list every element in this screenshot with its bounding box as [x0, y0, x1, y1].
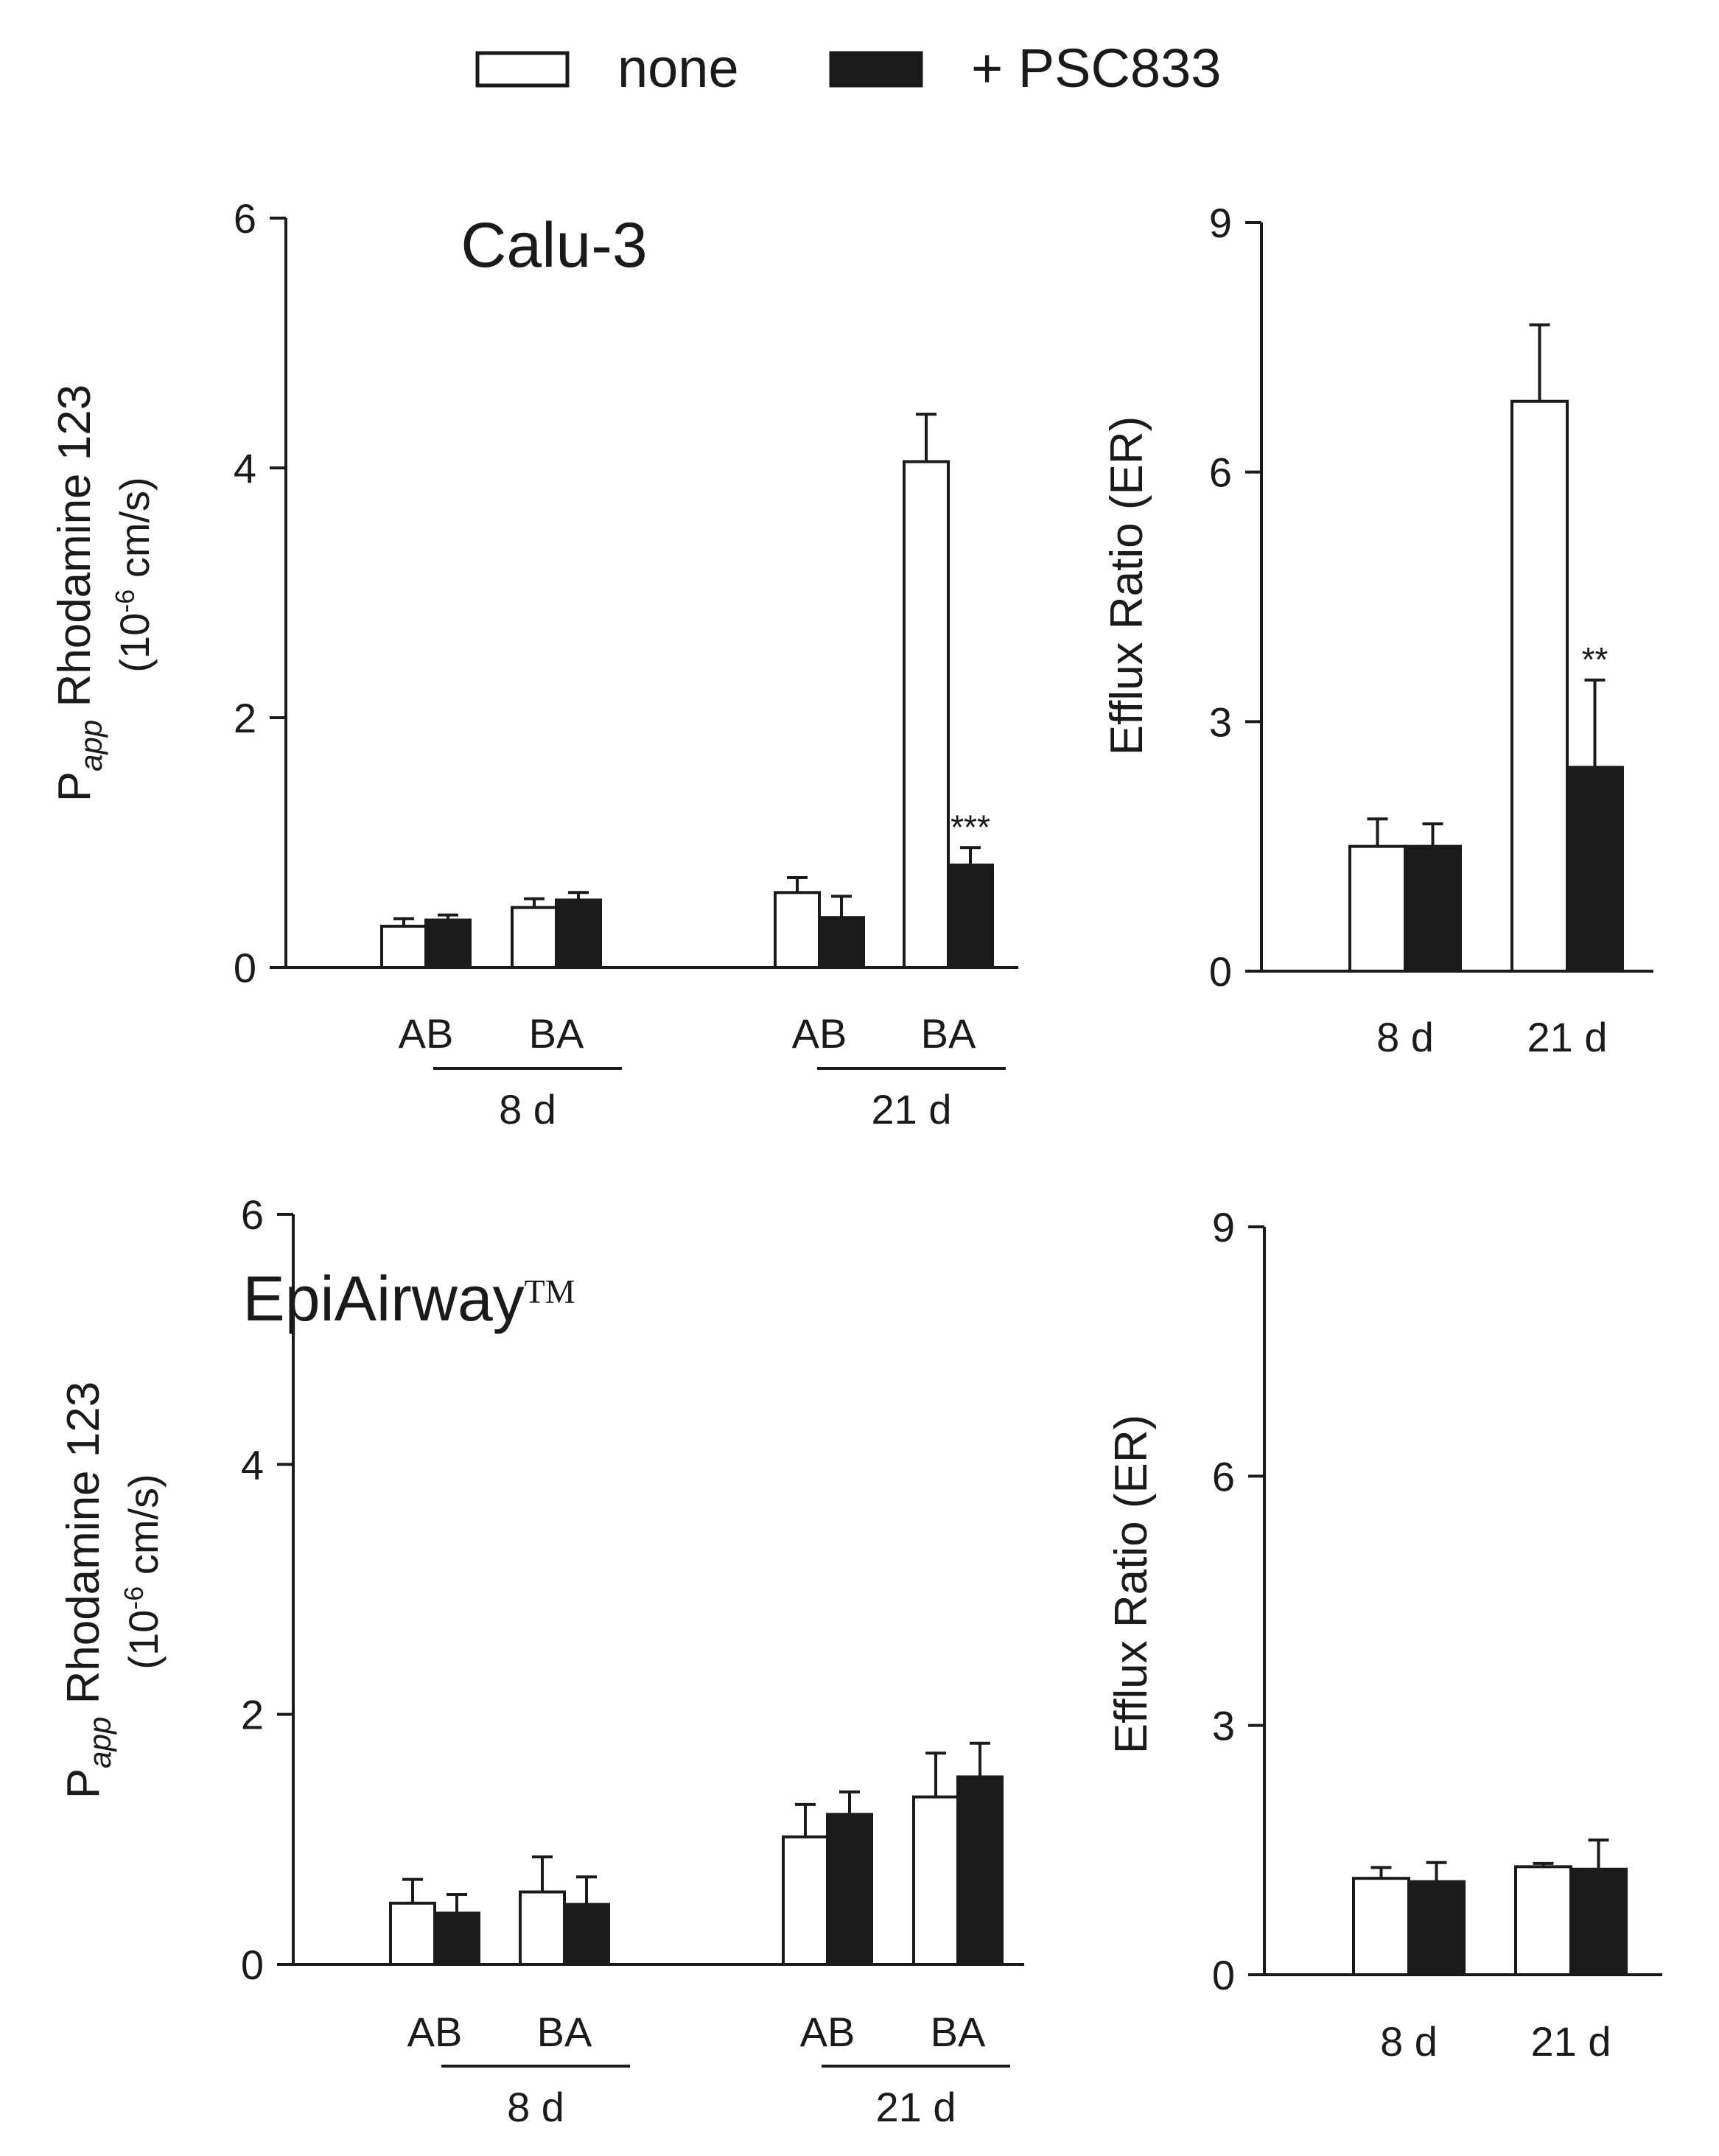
- y-tick-label: 2: [234, 695, 256, 741]
- y-axis-label-main: P: [49, 771, 100, 802]
- y-tick-label: 6: [234, 195, 256, 242]
- significance-marker: **: [1582, 640, 1608, 679]
- y-axis-label: Efflux Ratio (ER): [1102, 416, 1152, 756]
- y-axis-unit: (10-6 cm/s): [110, 477, 158, 672]
- bar-psc833: [555, 898, 602, 969]
- x-group-label: 21 d: [872, 1086, 952, 1133]
- y-tick-label: 0: [1212, 1952, 1235, 1998]
- y-axis-unit: (10-6 cm/s): [119, 1474, 167, 1669]
- panel-title: Calu-3: [461, 210, 647, 281]
- bar-none: [1352, 1877, 1410, 1976]
- legend: none + PSC833: [475, 38, 1221, 99]
- bar-psc833: [947, 864, 994, 970]
- panel-epiairway-efflux-ratio: 0 3 6 9 8 d 21 d Efflux Ratio (ER): [1106, 1204, 1662, 2065]
- x-category-label: 8 d: [1380, 2018, 1438, 2065]
- significance-marker: ***: [950, 808, 990, 846]
- y-tick-label: 0: [241, 1942, 264, 1988]
- x-category-label: AB: [800, 2009, 855, 2055]
- y-axis-unit-pre: (10: [120, 1610, 167, 1670]
- y-tick-label: 0: [234, 945, 256, 991]
- bar-none: [912, 1795, 959, 1967]
- legend-swatch-none: [475, 51, 570, 88]
- bar-psc833: [424, 918, 472, 969]
- x-group-label: 8 d: [499, 1086, 556, 1133]
- y-tick-label: 6: [1212, 1453, 1235, 1499]
- y-axis-unit-exponent: -6: [110, 589, 140, 613]
- y-tick-label: 3: [1209, 699, 1232, 745]
- legend-swatch-psc833: [829, 51, 923, 88]
- y-tick-label: 0: [1209, 948, 1232, 995]
- bar-none: [389, 1901, 436, 1966]
- bar-none: [1348, 844, 1407, 973]
- x-category-label: BA: [921, 1010, 976, 1057]
- legend-label-psc833: + PSC833: [971, 38, 1221, 99]
- y-tick-label: 3: [1212, 1703, 1235, 1749]
- y-tick-label: 6: [1209, 449, 1232, 496]
- y-tick-label: 2: [241, 1692, 264, 1738]
- bar-psc833: [433, 1911, 480, 1967]
- x-category-label: BA: [537, 2009, 592, 2055]
- bar-none: [380, 925, 427, 969]
- panel-calu3-efflux-ratio: 0 3 6 9 8 d 21 d ** Efflux Ratio (ER): [1102, 200, 1653, 1060]
- y-tick-label: 6: [241, 1191, 264, 1238]
- panel-calu3-papp: 0 2 4 6 AB BA AB BA *** 8 d 21 d Calu-3 Papp Rhodami…: [49, 195, 1018, 1133]
- y-axis-unit-post: cm/s): [120, 1474, 167, 1586]
- x-category-label: BA: [931, 2009, 986, 2055]
- bar-psc833: [1407, 1880, 1466, 1977]
- bar-psc833: [1404, 844, 1462, 973]
- x-category-label: 21 d: [1527, 1014, 1608, 1060]
- y-axis-label: Papp Rhodamine 123: [49, 385, 108, 802]
- x-category-label: BA: [529, 1010, 584, 1057]
- bar-none: [519, 1890, 566, 1966]
- y-axis-label: Efflux Ratio (ER): [1106, 1415, 1157, 1754]
- bar-none: [774, 891, 821, 970]
- trademark-mark: TM: [525, 1273, 575, 1310]
- y-axis-label-rest: Rhodamine 123: [58, 1382, 109, 1717]
- bar-psc833: [1569, 1867, 1628, 1976]
- bar-psc833: [826, 1813, 873, 1966]
- x-group-label: 8 d: [507, 2084, 564, 2130]
- x-category-label: AB: [792, 1010, 847, 1057]
- y-axis-label-subscript: app: [83, 1717, 117, 1768]
- y-axis-label-rest: Rhodamine 123: [49, 385, 100, 720]
- bar-psc833: [1566, 766, 1624, 973]
- y-tick-label: 9: [1209, 200, 1232, 246]
- y-axis-unit-exponent: -6: [119, 1586, 149, 1610]
- bar-psc833: [563, 1903, 610, 1967]
- bar-psc833: [818, 916, 865, 969]
- y-tick-label: 4: [241, 1441, 264, 1488]
- y-axis-label: Papp Rhodamine 123: [58, 1382, 117, 1799]
- bar-none: [1514, 1865, 1572, 1977]
- bar-none: [1510, 399, 1569, 973]
- x-category-label: 8 d: [1376, 1014, 1434, 1060]
- bar-none: [511, 906, 558, 970]
- y-tick-label: 9: [1212, 1204, 1235, 1250]
- x-category-label: 21 d: [1531, 2018, 1611, 2065]
- bar-psc833: [956, 1775, 1004, 1966]
- bar-none: [903, 460, 950, 969]
- x-group-label: 21 d: [876, 2084, 956, 2130]
- x-category-label: AB: [407, 2009, 463, 2055]
- y-axis-unit-post: cm/s): [111, 477, 158, 589]
- panel-epiairway-papp: 0 2 4 6 AB BA AB BA 8 d 21 d EpiAirwayTM Papp Rhoda…: [58, 1191, 1024, 2130]
- y-axis-unit-pre: (10: [111, 613, 158, 673]
- y-axis-label-main: P: [58, 1768, 109, 1799]
- y-tick-label: 4: [234, 445, 256, 491]
- x-category-label: AB: [399, 1010, 454, 1057]
- bar-none: [782, 1835, 829, 1966]
- panel-title: EpiAirwayTM: [242, 1264, 575, 1334]
- y-axis-label-subscript: app: [74, 720, 108, 771]
- legend-label-none: none: [617, 38, 739, 99]
